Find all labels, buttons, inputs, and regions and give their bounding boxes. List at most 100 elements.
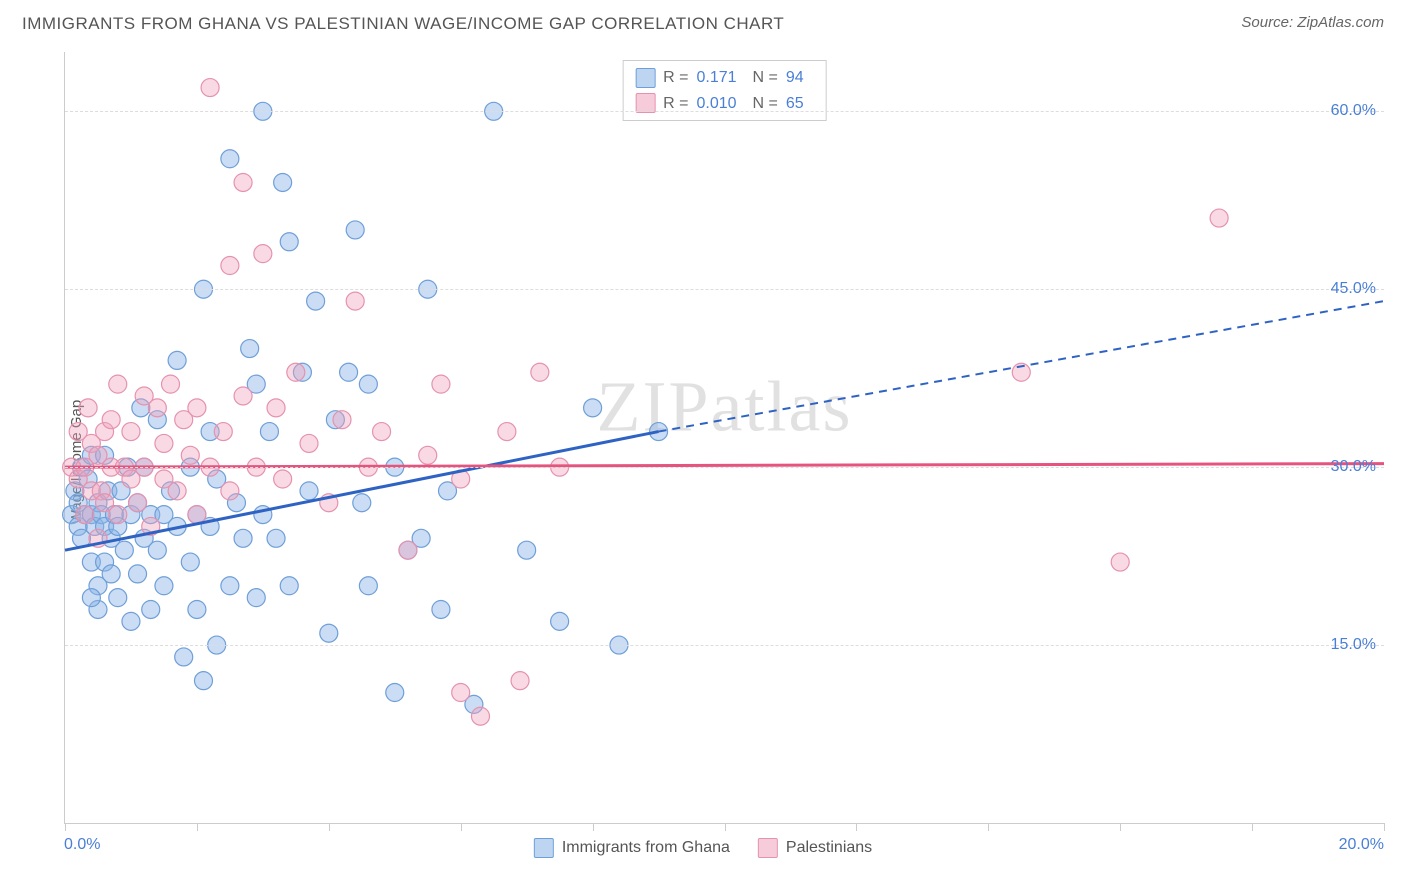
scatter-point bbox=[221, 577, 239, 595]
legend-label-palestinian: Palestinians bbox=[786, 839, 872, 857]
y-tick-label: 15.0% bbox=[1331, 636, 1376, 654]
x-tick bbox=[65, 823, 66, 831]
scatter-point bbox=[373, 423, 391, 441]
bottom-legend: Immigrants from Ghana Palestinians bbox=[534, 838, 872, 858]
r-value-palestinian: 0.010 bbox=[697, 91, 745, 117]
plot-area: ZIPatlas R = 0.171 N = 94 R = 0.010 N = … bbox=[64, 52, 1384, 824]
scatter-point bbox=[155, 577, 173, 595]
legend-item-palestinian: Palestinians bbox=[758, 838, 872, 858]
grid-line bbox=[65, 111, 1384, 112]
scatter-point bbox=[234, 387, 252, 405]
x-tick bbox=[988, 823, 989, 831]
n-value-ghana: 94 bbox=[786, 65, 814, 91]
scatter-point bbox=[188, 600, 206, 618]
grid-line bbox=[65, 467, 1384, 468]
scatter-point bbox=[234, 173, 252, 191]
scatter-point bbox=[1210, 209, 1228, 227]
scatter-point bbox=[353, 494, 371, 512]
scatter-point bbox=[102, 411, 120, 429]
stats-row-palestinian: R = 0.010 N = 65 bbox=[635, 91, 814, 117]
scatter-point bbox=[168, 351, 186, 369]
scatter-point bbox=[511, 672, 529, 690]
scatter-point bbox=[498, 423, 516, 441]
scatter-point bbox=[221, 150, 239, 168]
scatter-point bbox=[359, 577, 377, 595]
scatter-point bbox=[452, 684, 470, 702]
scatter-point bbox=[346, 292, 364, 310]
scatter-point bbox=[386, 684, 404, 702]
scatter-point bbox=[181, 553, 199, 571]
scatter-point bbox=[175, 648, 193, 666]
scatter-point bbox=[287, 363, 305, 381]
scatter-point bbox=[274, 470, 292, 488]
y-tick-label: 30.0% bbox=[1331, 458, 1376, 476]
scatter-point bbox=[109, 506, 127, 524]
scatter-point bbox=[234, 529, 252, 547]
scatter-point bbox=[260, 423, 278, 441]
x-tick bbox=[197, 823, 198, 831]
scatter-point bbox=[109, 589, 127, 607]
legend-label-ghana: Immigrants from Ghana bbox=[562, 839, 730, 857]
scatter-point bbox=[168, 482, 186, 500]
scatter-point bbox=[267, 529, 285, 547]
scatter-point bbox=[280, 233, 298, 251]
scatter-point bbox=[194, 672, 212, 690]
regression-line bbox=[65, 432, 659, 551]
scatter-point bbox=[142, 600, 160, 618]
swatch-ghana-icon bbox=[635, 68, 655, 88]
scatter-point bbox=[201, 79, 219, 97]
scatter-point bbox=[584, 399, 602, 417]
scatter-point bbox=[471, 707, 489, 725]
scatter-point bbox=[419, 446, 437, 464]
scatter-point bbox=[122, 612, 140, 630]
scatter-point bbox=[359, 375, 377, 393]
scatter-point bbox=[214, 423, 232, 441]
scatter-point bbox=[122, 423, 140, 441]
scatter-point bbox=[300, 434, 318, 452]
scatter-point bbox=[551, 612, 569, 630]
y-tick-label: 45.0% bbox=[1331, 280, 1376, 298]
scatter-point bbox=[82, 589, 100, 607]
scatter-point bbox=[181, 446, 199, 464]
legend-item-ghana: Immigrants from Ghana bbox=[534, 838, 730, 858]
scatter-point bbox=[221, 482, 239, 500]
scatter-point bbox=[531, 363, 549, 381]
x-axis-max-label: 20.0% bbox=[1339, 836, 1384, 854]
chart-container: Wage/Income Gap ZIPatlas R = 0.171 N = 9… bbox=[22, 52, 1384, 872]
scatter-point bbox=[518, 541, 536, 559]
chart-header: IMMIGRANTS FROM GHANA VS PALESTINIAN WAG… bbox=[0, 0, 1406, 42]
scatter-point bbox=[188, 399, 206, 417]
scatter-point bbox=[76, 506, 94, 524]
scatter-point bbox=[148, 541, 166, 559]
x-tick bbox=[461, 823, 462, 831]
x-tick bbox=[1252, 823, 1253, 831]
scatter-point bbox=[274, 173, 292, 191]
grid-line bbox=[65, 645, 1384, 646]
scatter-point bbox=[188, 506, 206, 524]
legend-swatch-palestinian-icon bbox=[758, 838, 778, 858]
scatter-point bbox=[399, 541, 417, 559]
scatter-point bbox=[280, 577, 298, 595]
scatter-point bbox=[129, 494, 147, 512]
regression-line-extrapolated bbox=[659, 301, 1384, 431]
scatter-point bbox=[1111, 553, 1129, 571]
scatter-point bbox=[115, 541, 133, 559]
x-axis-min-label: 0.0% bbox=[64, 836, 100, 854]
r-value-ghana: 0.171 bbox=[697, 65, 745, 91]
scatter-point bbox=[340, 363, 358, 381]
scatter-point bbox=[241, 340, 259, 358]
scatter-point bbox=[320, 624, 338, 642]
scatter-point bbox=[267, 399, 285, 417]
scatter-point bbox=[129, 565, 147, 583]
scatter-point bbox=[109, 375, 127, 393]
scatter-point bbox=[432, 375, 450, 393]
scatter-point bbox=[432, 600, 450, 618]
x-tick bbox=[856, 823, 857, 831]
y-tick-label: 60.0% bbox=[1331, 102, 1376, 120]
n-value-palestinian: 65 bbox=[786, 91, 814, 117]
x-tick bbox=[593, 823, 594, 831]
scatter-point bbox=[333, 411, 351, 429]
legend-swatch-ghana-icon bbox=[534, 838, 554, 858]
scatter-point bbox=[155, 434, 173, 452]
x-tick bbox=[1120, 823, 1121, 831]
